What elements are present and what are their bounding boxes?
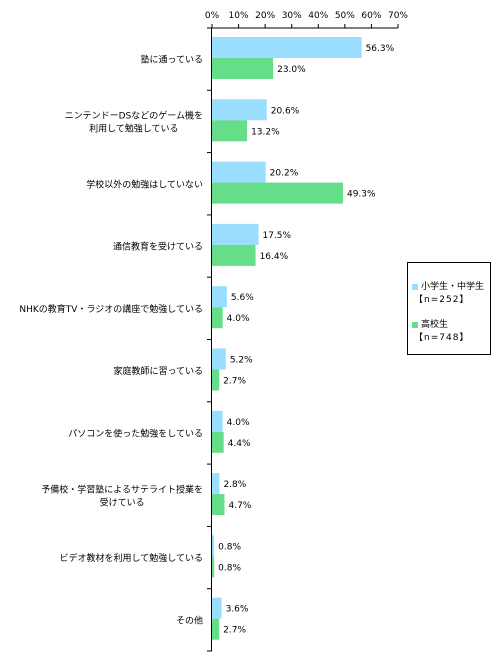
value-label-series-1: 17.5%: [262, 231, 291, 241]
category-label: 学校以外の勉強はしていない: [86, 178, 203, 190]
category-label-line: 受けている: [100, 496, 145, 508]
value-label-series-2: 16.4%: [260, 252, 289, 262]
category-label-line: ニンテンドーDSなどのゲーム機を: [65, 109, 203, 121]
category-label-line: その他: [176, 614, 203, 626]
category-label: 家庭教師に習っている: [113, 365, 203, 377]
bar-series-1: [212, 473, 220, 495]
category-label: ビデオ教材を利用して勉強している: [60, 552, 203, 564]
bar-series-1: [212, 410, 223, 432]
category-label: 予備校・学習塾によるサテライト授業を受けている: [41, 483, 203, 508]
bar-series-2: [212, 618, 220, 640]
legend-label-series-1: 小学生・中学生: [421, 282, 485, 292]
value-labels: 56.3% 23.0% 20.6% 13.2% 20.2% 49.3% 17.5% 16.4%…: [218, 44, 395, 636]
bar-series-1: [212, 597, 222, 619]
bars: [212, 37, 362, 640]
legend-n-series-1: 【n=252】: [414, 295, 470, 305]
value-label-series-1: 5.2%: [230, 356, 253, 366]
bar-series-2: [212, 120, 248, 142]
value-label-series-1: 3.6%: [226, 605, 249, 615]
value-label-series-2: 4.0%: [227, 314, 250, 324]
x-tick-label: 0%: [205, 11, 220, 21]
x-tick-label: 20%: [255, 11, 275, 21]
bar-series-1: [212, 161, 266, 183]
value-label-series-2: 2.7%: [223, 626, 246, 636]
legend-swatch-series-1: [412, 284, 418, 290]
category-label-line: NHKの教育TV・ラジオの講座で勉強している: [19, 303, 203, 315]
category-label: その他: [176, 614, 203, 626]
bar-series-2: [212, 307, 223, 329]
x-axis-ticks: 0% 10% 20% 30% 40% 50% 60% 70%: [205, 11, 408, 28]
axes: [207, 27, 398, 652]
value-label-series-2: 0.8%: [218, 563, 241, 573]
category-label-line: 通信教育を受けている: [113, 241, 203, 253]
x-tick-label: 10%: [229, 11, 249, 21]
value-label-series-1: 5.6%: [231, 293, 254, 303]
category-label-line: 塾に通っている: [140, 54, 203, 66]
value-label-series-2: 4.7%: [228, 501, 251, 511]
category-label-line: ビデオ教材を利用して勉強している: [60, 552, 203, 564]
x-tick-label: 70%: [388, 11, 408, 21]
bar-series-2: [212, 58, 274, 79]
bar-series-1: [212, 37, 362, 58]
x-tick-label: 30%: [282, 11, 302, 21]
category-label-line: 予備校・学習塾によるサテライト授業を: [41, 483, 203, 495]
x-tick-label: 60%: [361, 11, 381, 21]
legend-n-series-2: 【n=748】: [414, 333, 470, 343]
value-label-series-1: 20.2%: [270, 169, 299, 179]
bar-series-1: [212, 348, 226, 370]
value-label-series-1: 0.8%: [218, 542, 241, 552]
category-labels: 塾に通っているニンテンドーDSなどのゲーム機を利用して勉強している学校以外の勉強…: [19, 54, 203, 627]
bar-series-1: [212, 223, 259, 245]
category-label: NHKの教育TV・ラジオの講座で勉強している: [19, 303, 203, 315]
value-label-series-2: 49.3%: [347, 190, 376, 200]
value-label-series-1: 56.3%: [366, 44, 395, 54]
x-tick-label: 40%: [308, 11, 328, 21]
category-label: 塾に通っている: [140, 54, 203, 66]
category-label-line: 利用して勉強している: [89, 122, 178, 134]
bar-series-1: [212, 535, 215, 557]
bar-series-2: [212, 556, 215, 578]
bar-series-1: [212, 99, 267, 121]
value-label-series-2: 23.0%: [277, 65, 306, 75]
bar-series-2: [212, 494, 225, 516]
x-tick-label: 50%: [335, 11, 355, 21]
bar-series-2: [212, 182, 343, 204]
value-label-series-2: 2.7%: [223, 377, 246, 387]
bar-series-2: [212, 369, 220, 391]
value-label-series-1: 20.6%: [271, 106, 300, 116]
category-label-line: 家庭教師に習っている: [113, 365, 203, 377]
legend: 小学生・中学生 【n=252】 高校生 【n=748】: [407, 262, 491, 355]
category-label: ニンテンドーDSなどのゲーム機を利用して勉強している: [65, 109, 203, 134]
legend-swatch-series-2: [412, 322, 418, 328]
bar-series-1: [212, 286, 227, 308]
value-label-series-1: 4.0%: [227, 418, 250, 428]
value-label-series-2: 4.4%: [228, 439, 251, 449]
bar-series-2: [212, 244, 256, 266]
category-label: 通信教育を受けている: [113, 241, 203, 253]
category-label: パソコンを使った勉強をしている: [68, 427, 203, 439]
legend-label-series-2: 高校生: [421, 320, 449, 330]
value-label-series-2: 13.2%: [251, 127, 280, 137]
category-label-line: パソコンを使った勉強をしている: [68, 427, 203, 439]
category-label-line: 学校以外の勉強はしていない: [86, 178, 203, 190]
bar-series-2: [212, 431, 224, 453]
value-label-series-1: 2.8%: [223, 480, 246, 490]
